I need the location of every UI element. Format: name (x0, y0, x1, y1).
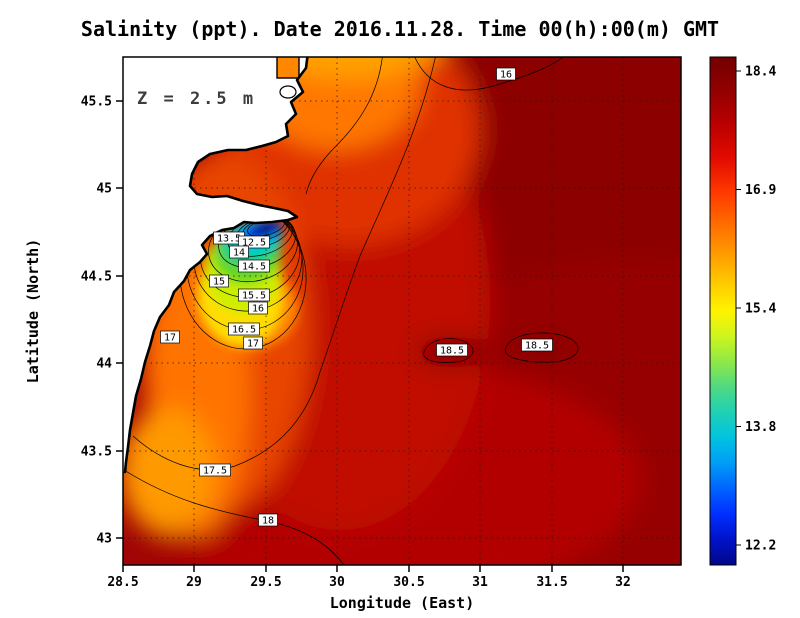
svg-text:16.5: 16.5 (232, 325, 256, 336)
contour-label: 12.5 (238, 235, 270, 249)
colorbar-tick-label: 15.4 (745, 302, 776, 317)
svg-text:16: 16 (252, 304, 264, 315)
contour-label: 17 (243, 336, 263, 350)
colorbar-ticks (736, 70, 741, 546)
contour-label: 18.5 (436, 343, 468, 357)
contour-label: 15 (209, 274, 229, 288)
svg-text:14: 14 (233, 248, 245, 259)
colorbar-gradient (709, 56, 737, 566)
contour-label: 15.5 (238, 288, 270, 302)
x-axis-title: Longitude (East) (330, 594, 475, 612)
svg-text:14.5: 14.5 (242, 262, 266, 273)
svg-text:18.5: 18.5 (440, 346, 464, 357)
contour-line (123, 469, 345, 565)
svg-text:13.5: 13.5 (217, 234, 241, 245)
x-axis-tick-labels: 28.5 29 29.5 30 30.5 31 31.5 32 (107, 575, 630, 590)
contour-line (423, 338, 474, 363)
coastline (123, 57, 309, 474)
chart-title: Salinity (ppt). Date 2016.11.28. Time 00… (81, 17, 719, 41)
x-axis-tick-label: 29 (186, 575, 202, 590)
svg-text:17: 17 (247, 339, 259, 350)
x-axis-tick-label: 31.5 (536, 575, 567, 590)
depth-annotation: Z = 2.5 m (137, 89, 256, 109)
colorbar-tick-label: 18.4 (745, 65, 776, 80)
contour-label: 16.5 (228, 322, 260, 336)
y-axis-tick-label: 45.5 (81, 95, 112, 110)
coastal-island (279, 85, 297, 99)
svg-text:16: 16 (500, 70, 512, 81)
svg-text:15.5: 15.5 (242, 291, 266, 302)
colorbar-tick-label: 13.8 (745, 420, 776, 435)
contour-label: 18.5 (521, 338, 553, 352)
svg-text:18.5: 18.5 (525, 341, 549, 352)
y-axis-title: Latitude (North) (24, 239, 42, 384)
svg-text:12.5: 12.5 (242, 238, 266, 249)
axis-ticks (116, 100, 624, 572)
svg-text:18: 18 (262, 516, 274, 527)
x-axis-tick-label: 32 (615, 575, 631, 590)
x-axis-tick-label: 28.5 (107, 575, 138, 590)
colorbar: 18.4 16.9 15.4 13.8 12.2 (709, 56, 776, 566)
land-mass (123, 57, 309, 474)
plot-frame (122, 56, 682, 566)
contour-line (504, 332, 579, 363)
svg-text:17: 17 (164, 333, 176, 344)
colorbar-tick-label: 16.9 (745, 183, 776, 198)
contour-label: 17 (160, 330, 180, 344)
contour-label: 16 (496, 67, 516, 81)
contour-line (305, 57, 383, 195)
x-axis-tick-label: 30 (329, 575, 345, 590)
y-axis-tick-label: 43 (96, 532, 112, 547)
y-axis-tick-labels: 45.5 45 44.5 44 43.5 43 (81, 95, 112, 547)
contour-label: 17.5 (199, 463, 231, 477)
y-axis-tick-label: 44 (96, 357, 112, 372)
land-fill (123, 57, 308, 472)
contour-label: 18 (258, 513, 278, 527)
y-axis-tick-label: 45 (96, 182, 112, 197)
contour-label: 16 (248, 301, 268, 315)
colorbar-tick-label: 12.2 (745, 539, 776, 554)
contour-label: 14 (229, 245, 249, 259)
contour-label: 14.5 (238, 259, 270, 273)
y-axis-tick-label: 43.5 (81, 445, 112, 460)
contour-line (414, 57, 564, 91)
x-axis-tick-label: 30.5 (393, 575, 424, 590)
svg-text:17.5: 17.5 (203, 466, 227, 477)
contour-labels: 16 13.5 12.5 14 14.5 15 15.5 16 (160, 67, 553, 527)
x-axis-tick-label: 31 (472, 575, 488, 590)
y-axis-tick-label: 44.5 (81, 270, 112, 285)
svg-text:15: 15 (213, 277, 225, 288)
x-axis-tick-label: 29.5 (250, 575, 281, 590)
coastal-lagoon (276, 57, 300, 79)
